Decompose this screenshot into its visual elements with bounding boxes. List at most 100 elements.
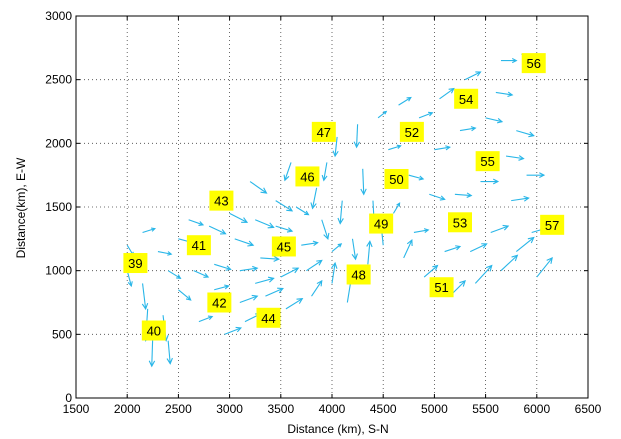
vector-shaft	[214, 263, 231, 270]
vector-arrow	[526, 172, 546, 179]
vector-shaft	[275, 200, 293, 212]
vector-shaft	[229, 212, 248, 223]
vector-head	[511, 57, 518, 64]
region-label-45: 45	[271, 236, 296, 257]
vector-head	[507, 91, 514, 98]
vector-head	[523, 195, 530, 202]
vector-head	[539, 172, 546, 179]
vector-shaft	[470, 243, 487, 253]
vector-head	[198, 221, 205, 226]
y-tick-label: 1500	[45, 200, 72, 214]
vector-head	[273, 255, 280, 262]
region-label-box	[123, 253, 148, 274]
region-label-50: 50	[384, 168, 409, 189]
vector-shaft	[454, 193, 472, 197]
vector-shaft	[323, 162, 328, 181]
vector-arrow	[480, 178, 500, 185]
region-label-43: 43	[209, 190, 234, 211]
x-axis-label: Distance (km), S-N	[287, 422, 388, 436]
vector-shaft	[188, 219, 204, 226]
vector-arrow	[337, 200, 344, 225]
vector-shaft	[167, 340, 171, 364]
vector-head	[406, 96, 412, 102]
region-label-box	[521, 53, 546, 74]
vector-head	[176, 274, 182, 279]
y-tick-label: 500	[52, 327, 72, 341]
vector-head	[423, 228, 430, 233]
vector-arrow	[275, 200, 294, 212]
x-tick-label: 4000	[319, 402, 346, 416]
region-label-56: 56	[521, 53, 546, 74]
vector-shaft	[234, 238, 254, 246]
vector-shaft	[439, 88, 455, 100]
vector-arrow	[239, 265, 259, 272]
vector-head	[207, 315, 214, 321]
vector-head	[445, 145, 451, 151]
vector-head	[475, 71, 482, 77]
vector-head	[304, 210, 310, 216]
vector-head	[235, 326, 242, 333]
vector-arrow	[464, 71, 482, 81]
vector-arrow	[239, 294, 259, 304]
region-label-44: 44	[256, 307, 281, 328]
vector-shaft	[275, 225, 293, 232]
vector-head	[360, 188, 367, 196]
vector-arrow	[178, 289, 192, 301]
vector-shaft	[398, 97, 412, 106]
vector-shaft	[178, 289, 192, 301]
vector-shaft	[423, 265, 438, 278]
vector-arrow	[295, 206, 310, 216]
region-label-box	[369, 213, 394, 234]
vector-arrow	[392, 202, 401, 214]
vector-shaft	[321, 219, 329, 240]
region-label-text: 50	[389, 172, 403, 187]
vector-shaft	[301, 242, 318, 246]
vector-arrow	[511, 195, 530, 202]
vector-head	[241, 217, 249, 223]
vector-head	[150, 227, 157, 232]
y-tick-label: 2500	[45, 73, 72, 87]
vector-shaft	[351, 238, 357, 260]
vector-arrow	[255, 276, 275, 284]
region-label-text: 48	[351, 267, 365, 282]
vector-shaft	[459, 127, 476, 132]
vector-shaft	[126, 270, 132, 287]
vector-shaft	[362, 168, 365, 195]
vector-arrow	[311, 279, 323, 297]
vector-head	[439, 195, 446, 201]
vector-arrow	[193, 270, 210, 278]
region-label-text: 53	[453, 215, 467, 230]
region-label-39: 39	[123, 253, 148, 274]
vector-arrow	[265, 287, 284, 297]
region-label-text: 49	[374, 217, 388, 232]
vector-shaft	[418, 112, 433, 119]
vector-head	[252, 265, 259, 272]
vector-shaft	[249, 181, 267, 194]
vector-shaft	[403, 239, 413, 259]
vector-shaft	[214, 285, 229, 291]
vector-shaft	[392, 202, 401, 214]
vector-arrow	[306, 259, 323, 272]
vector-arrow	[331, 261, 338, 284]
vector-arrow	[332, 136, 339, 158]
vector-arrow	[506, 155, 525, 161]
vector-arrow	[388, 144, 402, 151]
vector-shaft	[239, 295, 258, 304]
vector-head	[448, 87, 455, 94]
vector-shaft	[413, 229, 429, 234]
vector-head	[283, 174, 290, 182]
vector-arrow	[260, 255, 280, 262]
x-tick-label: 3500	[267, 402, 294, 416]
region-label-box	[384, 168, 409, 189]
vector-head	[141, 303, 149, 311]
vector-arrow	[141, 283, 149, 311]
region-label-box	[295, 166, 320, 187]
vector-shaft	[334, 136, 338, 157]
region-label-55: 55	[475, 151, 500, 172]
vector-arrow	[470, 243, 488, 253]
vector-head	[459, 279, 466, 287]
vector-head	[286, 205, 294, 212]
region-label-54: 54	[454, 88, 479, 109]
vector-shaft	[208, 225, 226, 235]
